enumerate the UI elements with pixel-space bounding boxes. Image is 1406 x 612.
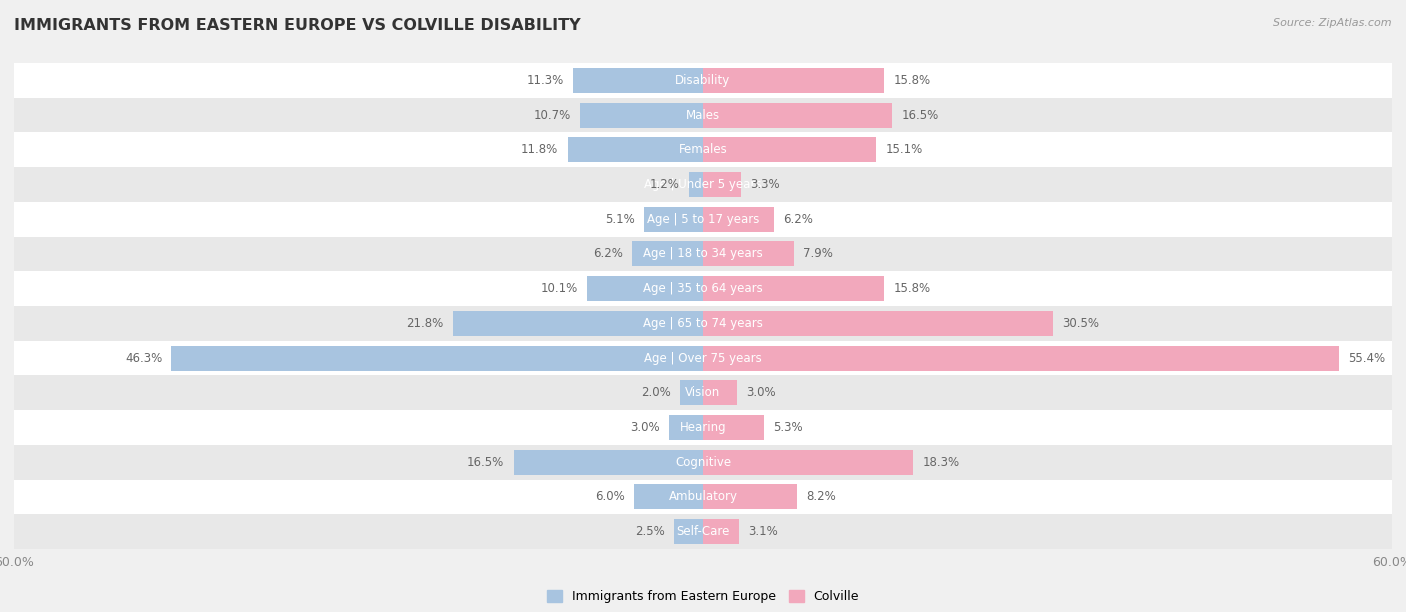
Text: 3.3%: 3.3%: [749, 178, 780, 191]
Bar: [453, 311, 703, 336]
Bar: [14, 63, 1392, 98]
Bar: [703, 207, 775, 232]
Bar: [172, 346, 703, 371]
Bar: [703, 241, 794, 266]
Text: 6.0%: 6.0%: [595, 490, 624, 504]
Text: Age | 35 to 64 years: Age | 35 to 64 years: [643, 282, 763, 295]
Text: Self-Care: Self-Care: [676, 525, 730, 538]
Text: Females: Females: [679, 143, 727, 156]
Text: 5.3%: 5.3%: [773, 421, 803, 434]
Bar: [14, 480, 1392, 514]
Bar: [634, 485, 703, 509]
Text: 16.5%: 16.5%: [901, 108, 939, 122]
Text: 3.1%: 3.1%: [748, 525, 778, 538]
Text: IMMIGRANTS FROM EASTERN EUROPE VS COLVILLE DISABILITY: IMMIGRANTS FROM EASTERN EUROPE VS COLVIL…: [14, 18, 581, 34]
Bar: [703, 68, 884, 93]
Text: Hearing: Hearing: [679, 421, 727, 434]
Bar: [703, 346, 1339, 371]
Text: 16.5%: 16.5%: [467, 456, 505, 469]
Bar: [14, 375, 1392, 410]
Text: Males: Males: [686, 108, 720, 122]
Bar: [14, 271, 1392, 306]
Bar: [703, 415, 763, 440]
Text: 21.8%: 21.8%: [406, 317, 443, 330]
Text: 2.0%: 2.0%: [641, 386, 671, 399]
Bar: [568, 137, 703, 162]
Bar: [14, 514, 1392, 549]
Bar: [703, 519, 738, 544]
Text: 10.7%: 10.7%: [534, 108, 571, 122]
Bar: [14, 202, 1392, 237]
Text: 11.3%: 11.3%: [527, 74, 564, 87]
Text: Vision: Vision: [685, 386, 721, 399]
Bar: [703, 276, 884, 301]
Text: 3.0%: 3.0%: [630, 421, 659, 434]
Bar: [14, 306, 1392, 341]
Bar: [14, 132, 1392, 167]
Text: Cognitive: Cognitive: [675, 456, 731, 469]
Bar: [14, 237, 1392, 271]
Text: Age | 18 to 34 years: Age | 18 to 34 years: [643, 247, 763, 261]
Text: 2.5%: 2.5%: [636, 525, 665, 538]
Bar: [703, 380, 738, 405]
Text: Source: ZipAtlas.com: Source: ZipAtlas.com: [1274, 18, 1392, 28]
Bar: [631, 241, 703, 266]
Text: Age | Over 75 years: Age | Over 75 years: [644, 351, 762, 365]
Bar: [14, 410, 1392, 445]
Text: Age | Under 5 years: Age | Under 5 years: [644, 178, 762, 191]
Text: Age | 5 to 17 years: Age | 5 to 17 years: [647, 213, 759, 226]
Bar: [644, 207, 703, 232]
Bar: [703, 450, 912, 475]
Text: 18.3%: 18.3%: [922, 456, 959, 469]
Bar: [703, 172, 741, 197]
Text: 10.1%: 10.1%: [540, 282, 578, 295]
Text: 30.5%: 30.5%: [1063, 317, 1099, 330]
Bar: [703, 137, 876, 162]
Text: 5.1%: 5.1%: [606, 213, 636, 226]
Bar: [14, 445, 1392, 480]
Text: Disability: Disability: [675, 74, 731, 87]
Text: 8.2%: 8.2%: [807, 490, 837, 504]
Text: 1.2%: 1.2%: [650, 178, 681, 191]
Legend: Immigrants from Eastern Europe, Colville: Immigrants from Eastern Europe, Colville: [541, 585, 865, 608]
Bar: [681, 380, 703, 405]
Text: 15.8%: 15.8%: [894, 282, 931, 295]
Bar: [703, 311, 1053, 336]
Text: Ambulatory: Ambulatory: [668, 490, 738, 504]
Bar: [14, 341, 1392, 375]
Text: Age | 65 to 74 years: Age | 65 to 74 years: [643, 317, 763, 330]
Text: 55.4%: 55.4%: [1348, 351, 1385, 365]
Text: 7.9%: 7.9%: [803, 247, 832, 261]
Bar: [689, 172, 703, 197]
Bar: [703, 103, 893, 127]
Bar: [574, 68, 703, 93]
Text: 46.3%: 46.3%: [125, 351, 162, 365]
Text: 6.2%: 6.2%: [783, 213, 813, 226]
Bar: [669, 415, 703, 440]
Text: 3.0%: 3.0%: [747, 386, 776, 399]
Bar: [14, 167, 1392, 202]
Bar: [14, 98, 1392, 132]
Text: 15.1%: 15.1%: [886, 143, 922, 156]
Text: 11.8%: 11.8%: [522, 143, 558, 156]
Bar: [581, 103, 703, 127]
Bar: [588, 276, 703, 301]
Bar: [675, 519, 703, 544]
Bar: [513, 450, 703, 475]
Text: 6.2%: 6.2%: [593, 247, 623, 261]
Text: 15.8%: 15.8%: [894, 74, 931, 87]
Bar: [703, 485, 797, 509]
